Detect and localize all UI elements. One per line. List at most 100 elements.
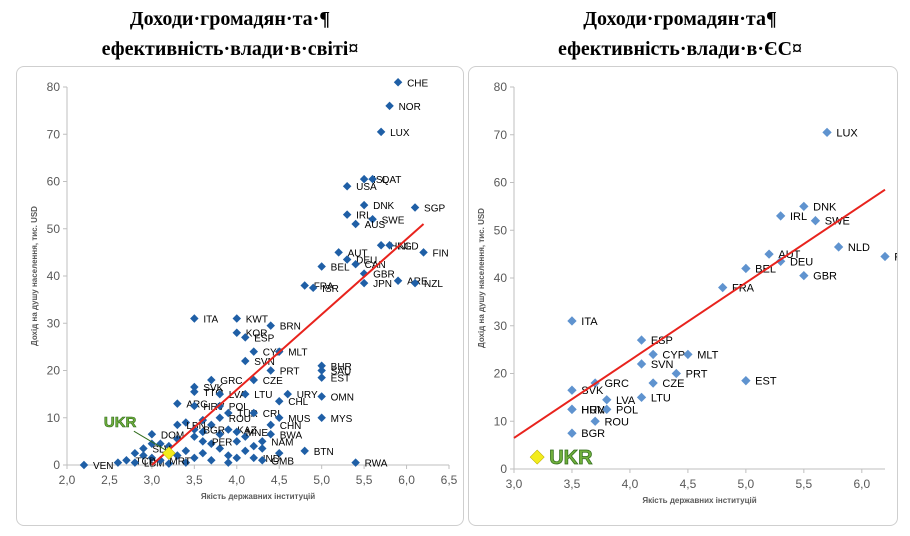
world-point-label-mus: MUS xyxy=(288,414,311,425)
world-point-usa xyxy=(342,181,352,191)
eu-point-label-ukr: UKR xyxy=(549,447,593,469)
world-point-label-cri: CRI xyxy=(263,409,280,420)
world-point-label-mrt: MRT xyxy=(169,456,190,467)
eu-point-est xyxy=(741,375,751,386)
eu-point-cyp xyxy=(648,349,658,360)
world-point-bel xyxy=(317,262,326,271)
world-point-label-rou: ROU xyxy=(229,414,251,425)
eu-point-label-mlt: MLT xyxy=(697,349,718,361)
eu-point-lux xyxy=(822,127,832,138)
eu-y-axis-label: Дохід на душу населення, тис. USD xyxy=(477,208,486,348)
world-point-sgp xyxy=(410,203,420,212)
world-x-tick-label: 2,5 xyxy=(101,473,118,487)
world-point-label-esp: ESP xyxy=(254,333,274,344)
world-y-tick-label: 70 xyxy=(47,127,61,141)
eu-y-tick-label: 10 xyxy=(494,414,508,428)
eu-point-ltu xyxy=(636,392,647,403)
world-point-label-grc: GRC xyxy=(220,376,242,387)
world-point-label-lux: LUX xyxy=(390,128,410,139)
world-point-label-chl: CHL xyxy=(288,397,308,408)
world-point-label-pol: POL xyxy=(229,402,249,413)
world-point-swe xyxy=(368,215,377,224)
world-point-label-slv: SLV xyxy=(152,444,170,455)
world-point-label-bgr: BGR xyxy=(203,426,225,437)
world-point-label-nam: NAM xyxy=(271,437,293,448)
world-y-tick-label: 10 xyxy=(47,411,61,425)
world-point xyxy=(207,439,216,448)
world-point-hkg xyxy=(376,241,386,250)
world-point-label-chn: CHN xyxy=(280,421,302,432)
world-point-label-aut: AUT xyxy=(348,248,368,259)
world-point-label-omn: OMN xyxy=(331,392,354,403)
world-point-chl xyxy=(274,396,284,406)
world-point-label-bhr: BHR xyxy=(331,362,352,373)
world-point-label-sgp: SGP xyxy=(424,203,445,214)
world-x-axis-label: Якість державних інституцій xyxy=(201,492,315,501)
world-point xyxy=(139,451,148,460)
world-point-gmb xyxy=(258,456,267,465)
chart-title-eu-line2: ефективність·влади·в·ЄС¤ xyxy=(557,38,803,60)
world-point-kaz xyxy=(224,425,233,434)
world-point-slv xyxy=(139,444,148,453)
world-point-chn xyxy=(266,420,275,430)
world-point-tcd xyxy=(122,456,131,465)
world-point xyxy=(207,456,216,465)
eu-point-hrv xyxy=(567,404,577,414)
world-point-svn xyxy=(241,356,250,366)
world-point-isl xyxy=(359,174,369,184)
world-point-ind xyxy=(249,453,258,463)
world-point xyxy=(181,446,191,456)
world-point-label-mne: MNE xyxy=(246,428,269,439)
eu-point-label-bgr: BGR xyxy=(581,428,605,440)
world-point-rou xyxy=(215,413,225,422)
world-point-aut xyxy=(334,248,343,257)
world-y-tick-label: 40 xyxy=(47,269,61,283)
world-point-tur xyxy=(224,408,233,418)
world-point-lbn xyxy=(173,420,182,430)
world-point-hrv xyxy=(190,401,199,411)
world-point-label-ind: IND xyxy=(263,454,280,465)
world-point-label-kor: KOR xyxy=(246,329,268,340)
world-x-tick-label: 5,5 xyxy=(356,473,373,487)
world-point-irl xyxy=(342,210,352,219)
eu-point-prt xyxy=(671,368,681,379)
world-point-dnk xyxy=(359,200,369,210)
world-y-tick-label: 80 xyxy=(47,80,61,94)
eu-point-label-hun: HUN xyxy=(581,404,605,416)
world-x-tick-label: 2,0 xyxy=(59,473,76,487)
eu-y-tick-label: 70 xyxy=(494,128,508,142)
world-point-label-tur: TUR xyxy=(237,409,258,420)
world-x-tick-label: 6,5 xyxy=(441,473,458,487)
world-point-are xyxy=(393,276,403,285)
world-point-rwa xyxy=(351,458,360,467)
world-point xyxy=(190,453,199,463)
world-point-label-brn: BRN xyxy=(280,322,301,333)
world-point-label-aus: AUS xyxy=(365,220,386,231)
world-y-tick-label: 60 xyxy=(47,175,61,189)
world-point-label-isl: ISL xyxy=(373,175,388,186)
eu-point-label-fin: FIN xyxy=(894,252,897,264)
eu-point-label-cyp: CYP xyxy=(662,349,685,361)
eu-y-tick-label: 50 xyxy=(494,223,508,237)
chart-title-eu-line1: Доходи·громадян·та¶ xyxy=(583,8,777,30)
world-point-label-jpn: JPN xyxy=(373,279,392,290)
eu-point-label-gbr: GBR xyxy=(813,271,837,283)
world-point-label-est: EST xyxy=(331,374,350,385)
eu-y-tick-label: 0 xyxy=(500,462,507,476)
eu-x-tick-label: 5,0 xyxy=(738,477,755,491)
world-point-label-prt: PRT xyxy=(280,367,300,378)
world-point-ita xyxy=(190,314,199,323)
eu-point-label-grc: GRC xyxy=(604,378,629,390)
world-point-label-sau: SAU xyxy=(331,367,352,378)
eu-point-fin xyxy=(880,251,890,262)
world-point-label-svk: SVK xyxy=(203,383,223,394)
world-point-nam xyxy=(258,437,267,446)
world-point-est xyxy=(317,373,326,382)
world-point-label-hkg: HKG xyxy=(390,241,412,252)
world-point-arg xyxy=(173,399,182,408)
world-point-jpn xyxy=(359,278,369,288)
eu-point-label-lux: LUX xyxy=(836,127,858,139)
world-point-ltu xyxy=(241,389,250,399)
eu-point-label-hrv: HRV xyxy=(581,404,605,416)
world-point xyxy=(249,441,258,451)
